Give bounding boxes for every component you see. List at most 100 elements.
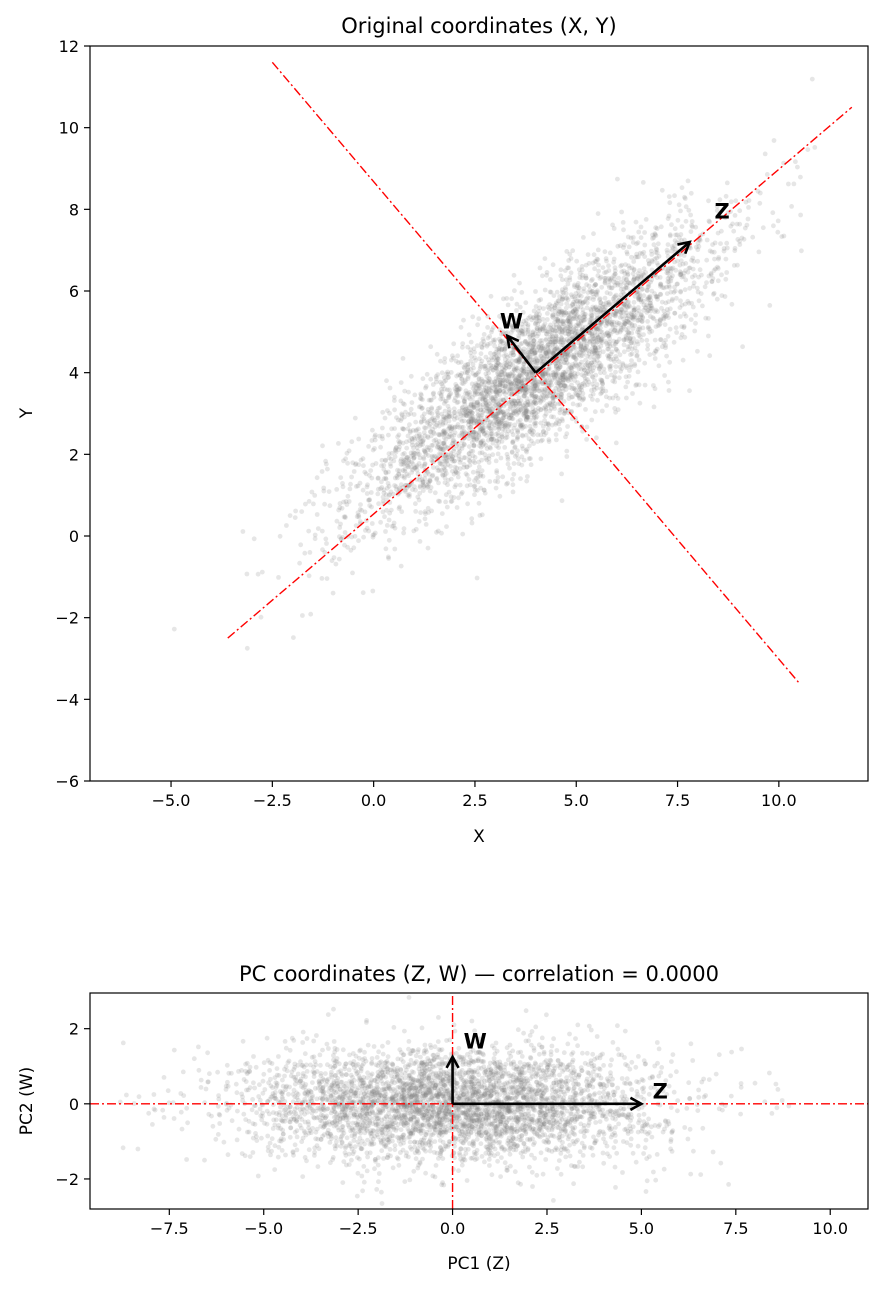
top-scatter-point — [539, 456, 544, 461]
top-scatter-point — [423, 386, 428, 391]
top-scatter-point — [667, 200, 672, 205]
top-scatter-point — [550, 314, 555, 319]
top-scatter-point — [627, 304, 632, 309]
top-scatter-point — [503, 425, 508, 430]
top-scatter-point — [679, 258, 684, 263]
top-scatter-point — [525, 414, 530, 419]
top-scatter-point — [467, 332, 472, 337]
top-scatter-point — [581, 307, 586, 312]
top-scatter-point — [352, 469, 357, 474]
top-scatter-point — [434, 530, 439, 535]
top-scatter-point — [668, 234, 673, 239]
top-scatter-point — [805, 147, 810, 152]
top-scatter-point — [626, 235, 631, 240]
bottom-scatter-point — [620, 1090, 625, 1095]
top-scatter-point — [493, 479, 498, 484]
top-scatter-point — [632, 363, 637, 368]
top-scatter-point — [259, 615, 264, 620]
top-scatter-point — [414, 429, 419, 434]
top-scatter-point — [361, 535, 366, 540]
top-scatter-point — [704, 258, 709, 263]
top-scatter-point — [666, 299, 671, 304]
top-scatter-point — [574, 329, 579, 334]
top-scatter-point — [605, 330, 610, 335]
top-scatter-point — [628, 336, 633, 341]
top-scatter-point — [636, 230, 641, 235]
top-scatter-point — [582, 374, 587, 379]
top-scatter-point — [615, 177, 620, 182]
top-scatter-point — [632, 300, 637, 305]
top-scatter-point — [385, 408, 390, 413]
top-scatter-point — [370, 589, 375, 594]
top-scatter-point — [604, 259, 609, 264]
top-scatter-point — [341, 484, 346, 489]
bottom-scatter-point — [241, 1112, 246, 1117]
top-scatter-point — [646, 326, 651, 331]
top-scatter-point — [460, 443, 465, 448]
top-scatter-point — [383, 529, 388, 534]
top-scatter-point — [451, 438, 456, 443]
top-x-tick-label: −5.0 — [152, 791, 191, 810]
top-scatter-point — [533, 289, 538, 294]
top-scatter-point — [485, 342, 490, 347]
top-scatter-point — [655, 295, 660, 300]
top-scatter-point — [564, 449, 569, 454]
top-scatter-point — [481, 438, 486, 443]
top-scatter-point — [376, 487, 381, 492]
top-scatter-point — [680, 185, 685, 190]
top-scatter-point — [689, 229, 694, 234]
top-scatter-point — [349, 548, 354, 553]
top-scatter-point — [675, 282, 680, 287]
top-scatter-point — [560, 320, 565, 325]
top-scatter-point — [682, 195, 687, 200]
bottom-scatter-point — [272, 1167, 277, 1172]
top-scatter-point — [472, 393, 477, 398]
top-scatter-point — [612, 374, 617, 379]
top-scatter-point — [413, 509, 418, 514]
top-scatter-point — [444, 524, 449, 529]
top-scatter-point — [413, 465, 418, 470]
top-scatter-point — [370, 521, 375, 526]
top-scatter-point — [430, 473, 435, 478]
top-scatter-point — [545, 394, 550, 399]
top-scatter-point — [535, 326, 540, 331]
top-scatter-point — [678, 298, 683, 303]
top-scatter-point — [555, 290, 560, 295]
top-scatter-point — [687, 388, 692, 393]
top-scatter-point — [493, 366, 498, 371]
top-scatter-point — [757, 250, 762, 255]
top-scatter-point — [256, 572, 261, 577]
top-scatter-point — [387, 484, 392, 489]
top-scatter-point — [412, 456, 417, 461]
bottom-scatter-point — [259, 1136, 264, 1141]
top-scatter-point — [515, 430, 520, 435]
top-scatter-point — [644, 338, 649, 343]
top-scatter-point — [653, 338, 658, 343]
top-scatter-point — [549, 290, 554, 295]
top-scatter-point — [447, 435, 452, 440]
top-scatter-point — [531, 387, 536, 392]
top-scatter-point — [448, 464, 453, 469]
top-scatter-point — [474, 431, 479, 436]
top-scatter-point — [669, 290, 674, 295]
top-scatter-point — [614, 340, 619, 345]
top-scatter-point — [488, 420, 493, 425]
top-scatter-point — [467, 405, 472, 410]
top-scatter-point — [716, 278, 721, 283]
top-scatter-point — [345, 461, 350, 466]
top-scatter-point — [636, 370, 641, 375]
top-scatter-point — [406, 412, 411, 417]
top-scatter-point — [533, 377, 538, 382]
top-scatter-point — [695, 286, 700, 291]
top-scatter-point — [571, 402, 576, 407]
bottom-scatter-point — [623, 1029, 628, 1034]
top-scatter-point — [569, 270, 574, 275]
top-scatter-point — [683, 302, 688, 307]
top-scatter-point — [629, 358, 634, 363]
top-scatter-point — [604, 403, 609, 408]
top-scatter-point — [406, 426, 411, 431]
top-scatter-point — [369, 490, 374, 495]
top-scatter-point — [634, 220, 639, 225]
top-scatter-point — [663, 266, 668, 271]
top-scatter-point — [663, 338, 668, 343]
